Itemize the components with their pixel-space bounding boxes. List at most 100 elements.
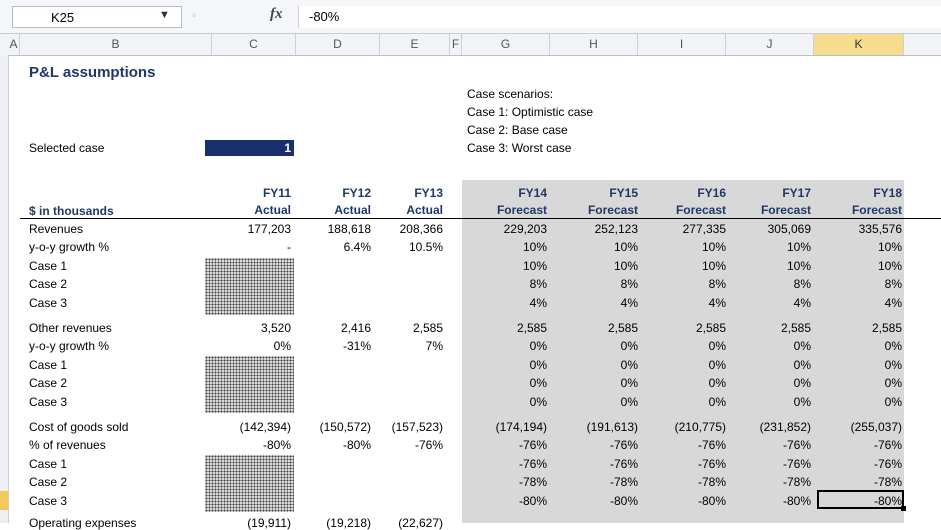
insert-function-button[interactable]: fx bbox=[270, 6, 283, 22]
year-header: FY18 bbox=[873, 186, 902, 200]
row-header-selected[interactable] bbox=[0, 491, 8, 510]
data-cell: (19,911) bbox=[247, 516, 291, 530]
formula-bar: K25 ▼ ◦ fx -80% bbox=[0, 0, 941, 34]
units-label: $ in thousands bbox=[29, 204, 114, 218]
data-cell: -78% bbox=[873, 475, 902, 489]
name-box[interactable]: K25 ▼ bbox=[12, 6, 182, 28]
scenario-line: Case 2: Base case bbox=[467, 123, 568, 137]
year-header: FY17 bbox=[782, 186, 811, 200]
data-cell: -76% bbox=[609, 457, 638, 471]
data-cell: -76% bbox=[873, 438, 902, 452]
data-cell: 8% bbox=[793, 277, 811, 291]
data-cell: 0% bbox=[884, 358, 902, 372]
data-cell: 0% bbox=[620, 395, 638, 409]
data-cell: -78% bbox=[518, 475, 547, 489]
data-cell: 0% bbox=[708, 358, 726, 372]
column-header-c[interactable]: C bbox=[212, 34, 296, 55]
data-cell: 10% bbox=[877, 240, 902, 254]
data-cell: 4% bbox=[529, 296, 547, 310]
data-cell: -31% bbox=[342, 339, 371, 353]
data-cell: -78% bbox=[697, 475, 726, 489]
data-cell: 8% bbox=[884, 277, 902, 291]
data-cell: (231,852) bbox=[759, 420, 811, 434]
data-cell: 0% bbox=[708, 376, 726, 390]
data-cell: -76% bbox=[782, 438, 811, 452]
row-label: Case 3 bbox=[29, 395, 68, 409]
year-type-header: Actual bbox=[334, 203, 371, 217]
column-header-f[interactable]: F bbox=[450, 34, 462, 55]
data-cell: - bbox=[287, 240, 291, 254]
row-label: y-o-y growth % bbox=[29, 339, 110, 353]
hatched-fill-other-revenue-cases bbox=[205, 356, 294, 413]
data-cell: (157,523) bbox=[391, 420, 443, 434]
column-header-d[interactable]: D bbox=[296, 34, 380, 55]
data-cell: 10.5% bbox=[408, 240, 443, 254]
year-type-header: Actual bbox=[254, 203, 291, 217]
data-cell: 8% bbox=[708, 277, 726, 291]
row-label: Case 2 bbox=[29, 376, 68, 390]
data-cell: 4% bbox=[793, 296, 811, 310]
data-cell: 8% bbox=[620, 277, 638, 291]
data-cell: 335,576 bbox=[858, 222, 902, 236]
column-header-a[interactable]: A bbox=[8, 34, 20, 55]
formula-input[interactable]: -80% bbox=[298, 6, 941, 28]
data-cell: -76% bbox=[518, 457, 547, 471]
data-cell: 2,585 bbox=[871, 321, 902, 335]
data-cell: 2,585 bbox=[780, 321, 811, 335]
data-cell: -76% bbox=[518, 438, 547, 452]
column-header-h[interactable]: H bbox=[550, 34, 638, 55]
data-cell: -80% bbox=[609, 494, 638, 508]
year-type-header: Forecast bbox=[587, 203, 638, 217]
data-cell: 0% bbox=[884, 376, 902, 390]
fill-handle[interactable] bbox=[901, 506, 906, 511]
column-header-e[interactable]: E bbox=[380, 34, 450, 55]
row-label: Case 3 bbox=[29, 296, 68, 310]
year-header: FY15 bbox=[609, 186, 638, 200]
data-cell: 10% bbox=[522, 240, 547, 254]
data-cell: (174,194) bbox=[495, 420, 547, 434]
data-cell: 0% bbox=[793, 339, 811, 353]
row-label: Operating expenses bbox=[29, 516, 137, 530]
data-cell: -80% bbox=[697, 494, 726, 508]
column-header-k[interactable]: K bbox=[814, 34, 904, 55]
column-header-j[interactable]: J bbox=[726, 34, 814, 55]
data-cell: 10% bbox=[786, 240, 811, 254]
year-header: FY16 bbox=[697, 186, 726, 200]
column-header-g[interactable]: G bbox=[462, 34, 550, 55]
column-header-b[interactable]: B bbox=[20, 34, 212, 55]
row-label: Case 2 bbox=[29, 475, 68, 489]
data-cell: -78% bbox=[782, 475, 811, 489]
row-label: % of revenues bbox=[29, 438, 106, 452]
year-type-header: Forecast bbox=[675, 203, 726, 217]
data-cell: 2,585 bbox=[695, 321, 726, 335]
column-header-i[interactable]: I bbox=[638, 34, 726, 55]
data-cell: -76% bbox=[782, 457, 811, 471]
data-cell: 8% bbox=[529, 277, 547, 291]
year-type-header: Forecast bbox=[851, 203, 902, 217]
year-header: FY11 bbox=[262, 186, 291, 200]
scenario-line: Case 1: Optimistic case bbox=[467, 105, 594, 119]
data-cell: -76% bbox=[873, 457, 902, 471]
year-type-header: Forecast bbox=[760, 203, 811, 217]
data-cell: 6.4% bbox=[343, 240, 371, 254]
data-cell: 4% bbox=[620, 296, 638, 310]
data-cell: 2,585 bbox=[516, 321, 547, 335]
data-cell: (142,394) bbox=[239, 420, 291, 434]
data-cell: -80% bbox=[782, 494, 811, 508]
row-label: y-o-y growth % bbox=[29, 240, 110, 254]
active-cell[interactable] bbox=[817, 490, 906, 511]
data-cell: 3,520 bbox=[260, 321, 291, 335]
data-cell: 177,203 bbox=[247, 222, 291, 236]
data-cell: -78% bbox=[609, 475, 638, 489]
data-cell: 188,618 bbox=[327, 222, 371, 236]
data-cell: -76% bbox=[414, 438, 443, 452]
data-cell: -80% bbox=[262, 438, 291, 452]
chevron-down-icon[interactable]: ▼ bbox=[159, 9, 170, 21]
selected-case-cell[interactable]: 1 bbox=[205, 140, 294, 156]
data-cell: -76% bbox=[697, 438, 726, 452]
data-cell: -80% bbox=[518, 494, 547, 508]
data-cell: 10% bbox=[613, 240, 638, 254]
data-cell: 0% bbox=[620, 376, 638, 390]
resize-handle-icon[interactable]: ◦ bbox=[192, 8, 197, 22]
